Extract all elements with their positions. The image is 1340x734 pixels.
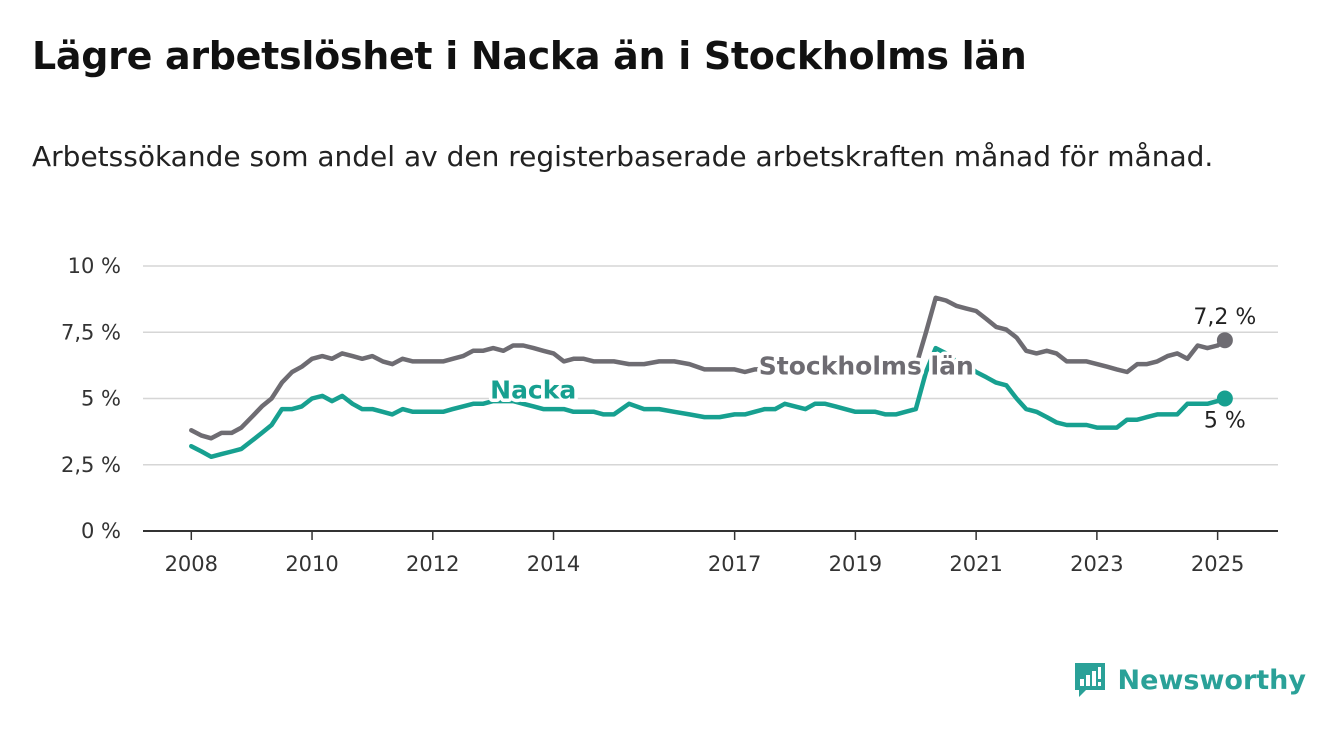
end-value-label: 5 % bbox=[1204, 409, 1246, 434]
x-tick-label: 2012 bbox=[406, 552, 459, 576]
x-axis: 2008 2010 2012 2014 2017 2019 2021 2023 2025 bbox=[143, 530, 1278, 576]
gridlines bbox=[143, 265, 1278, 466]
x-tick-label: 2014 bbox=[527, 552, 580, 576]
chart-title: Lägre arbetslöshet i Nacka än i Stockhol… bbox=[32, 34, 1027, 78]
brand-logo: Newsworthy bbox=[1072, 660, 1306, 700]
x-tick-label: 2021 bbox=[949, 552, 1002, 576]
y-axis-labels: 0 % 2,5 % 5 % 7,5 % 10 % bbox=[61, 254, 121, 543]
end-value-label: 7,2 % bbox=[1193, 305, 1256, 330]
series-name-label: Nacka bbox=[490, 376, 576, 405]
series-labels: 7,2 % 5 % Stockholms län Nacka bbox=[487, 305, 1257, 434]
x-tick-label: 2010 bbox=[285, 552, 338, 576]
brand-name: Newsworthy bbox=[1117, 664, 1306, 696]
chart-subtitle: Arbetssökande som andel av den registerb… bbox=[32, 140, 1214, 173]
newsworthy-logo-icon bbox=[1074, 663, 1105, 697]
x-tick-label: 2019 bbox=[829, 552, 882, 576]
end-point bbox=[1216, 390, 1233, 407]
x-tick-label: 2025 bbox=[1191, 552, 1244, 576]
series-lines bbox=[189, 295, 1233, 460]
x-tick-label: 2017 bbox=[708, 552, 761, 576]
y-tick-label: 5 % bbox=[81, 387, 121, 411]
y-tick-label: 7,5 % bbox=[61, 320, 121, 344]
end-point bbox=[1216, 332, 1233, 349]
x-tick-label: 2008 bbox=[165, 552, 218, 576]
series-line-stockholms-lan bbox=[189, 295, 1228, 441]
y-tick-label: 2,5 % bbox=[61, 453, 121, 477]
x-tick-label: 2023 bbox=[1070, 552, 1123, 576]
y-tick-label: 0 % bbox=[81, 519, 121, 543]
series-name-label: Stockholms län bbox=[759, 352, 974, 381]
y-tick-label: 10 % bbox=[68, 254, 121, 278]
series-line-nacka bbox=[189, 345, 1228, 460]
